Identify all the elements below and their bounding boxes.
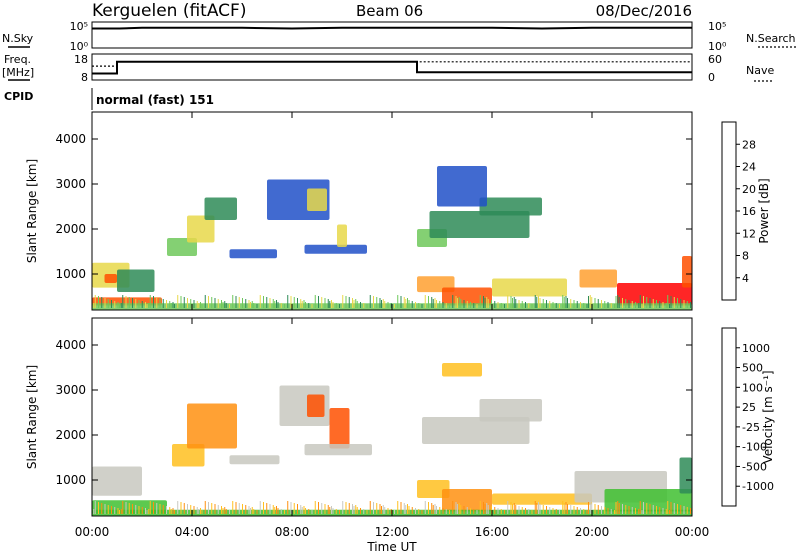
power-colorbar-tick-label: 12 — [742, 227, 756, 240]
nave-tick-bottom: 0 — [708, 71, 715, 84]
nsky-tick-bottom: 10⁰ — [70, 40, 89, 53]
echo-region — [492, 278, 567, 297]
echo-region — [172, 444, 205, 467]
echo-region — [304, 444, 372, 456]
velocity-colorbar-tick-label: -1000 — [742, 480, 774, 493]
power-colorbar-tick-label: 16 — [742, 205, 756, 218]
station-title: Kerguelen (fitACF) — [92, 1, 246, 21]
echo-region — [417, 480, 450, 498]
echo-region — [617, 283, 692, 306]
y-tick-label: 4000 — [55, 132, 86, 146]
colorbar-frame — [721, 121, 737, 301]
echo-region — [329, 408, 350, 449]
freq-line — [92, 60, 692, 75]
echo-region — [337, 224, 347, 247]
echo-region — [604, 489, 692, 512]
x-tick-label: 00:00 — [675, 525, 710, 539]
freq-tick-top: 18 — [74, 53, 88, 66]
y-tick-label: 3000 — [55, 177, 86, 191]
y-tick-label: 2000 — [55, 222, 86, 236]
power-colorbar-tick-label: 4 — [742, 272, 749, 285]
y-tick-label: 4000 — [55, 338, 86, 352]
power-colorbar-tick-label: 28 — [742, 138, 756, 151]
echo-region — [479, 197, 542, 216]
cpid-label: CPID — [4, 90, 33, 103]
beam-title: Beam 06 — [356, 2, 423, 20]
y-tick-label: 3000 — [55, 383, 86, 397]
echo-region — [442, 287, 492, 306]
echo-region — [442, 363, 482, 377]
velocity-panel: Slant Range [km] 1000 2000 3000 4000 00:00 0… — [25, 112, 775, 554]
echo-region — [579, 269, 617, 288]
velocity-colorbar-label: Velocity [m s⁻¹] — [761, 370, 775, 463]
echo-region — [229, 455, 280, 465]
echo-region — [492, 493, 592, 505]
velocity-colorbar-tick-label: -25 — [742, 421, 760, 434]
velocity-colorbar-tick-label: -500 — [742, 460, 767, 473]
velocity-colorbar-tick-label: 100 — [742, 381, 763, 394]
echo-region — [204, 197, 237, 220]
freq-nave-panel: Freq. [MHz] 18 8 60 0 Nave — [2, 53, 774, 84]
echo-region — [117, 269, 155, 292]
sky-search-frame — [91, 21, 693, 49]
velocity-colorbar-tick-label: 25 — [742, 401, 756, 414]
echo-region — [422, 417, 530, 444]
cpid-panel: CPID normal (fast) 151 — [4, 88, 214, 110]
echo-region — [187, 403, 237, 449]
nsearch-label: N.Search — [746, 32, 796, 45]
power-colorbar-tick-label: 8 — [742, 250, 749, 263]
nave-label: Nave — [746, 64, 774, 77]
echo-region — [682, 256, 692, 288]
nave-line — [92, 61, 692, 67]
nave-tick-top: 60 — [708, 53, 722, 66]
x-tick-label: 16:00 — [475, 525, 510, 539]
velocity-ylabel: Slant Range [km] — [25, 365, 39, 469]
cpid-value: normal (fast) 151 — [96, 93, 214, 107]
echo-region — [304, 244, 367, 254]
time-xlabel: Time UT — [366, 540, 417, 554]
nsearch-tick-top: 10⁵ — [708, 20, 726, 33]
power-colorbar-tick-label: 20 — [742, 183, 756, 196]
echo-region — [229, 249, 277, 259]
echo-region — [104, 274, 117, 283]
power-ylabel: Slant Range [km] — [25, 159, 39, 263]
echo-region — [307, 394, 325, 417]
velocity-colorbar-tick-label: 1000 — [742, 342, 770, 355]
freq-tick-bottom: 8 — [81, 71, 88, 84]
y-tick-label: 1000 — [55, 267, 86, 281]
echo-region — [437, 166, 487, 207]
echo-region — [307, 188, 327, 211]
power-colorbar-label: Power [dB] — [757, 178, 771, 243]
y-tick-label: 2000 — [55, 428, 86, 442]
nsearch-tick-bottom: 10⁰ — [708, 40, 727, 53]
velocity-colorbar-tick-label: 500 — [742, 362, 763, 375]
x-tick-label: 04:00 — [175, 525, 210, 539]
velocity-colorbar-tick-label: -100 — [742, 441, 767, 454]
y-tick-label: 1000 — [55, 473, 86, 487]
freq-label-line2: [MHz] — [2, 66, 34, 79]
echo-region — [442, 489, 492, 512]
freq-label-line1: Freq. — [4, 53, 31, 66]
power-colorbar-tick-label: 24 — [742, 161, 756, 174]
x-tick-label: 12:00 — [375, 525, 410, 539]
nsky-tick-top: 10⁵ — [70, 20, 88, 33]
x-tick-label: 08:00 — [275, 525, 310, 539]
nsky-line — [92, 26, 692, 30]
echo-region — [187, 215, 215, 243]
echo-region — [429, 211, 530, 238]
echo-region — [479, 399, 542, 422]
power-panel: Slant Range [km] 1000 2000 3000 4000 28 24 20… — [25, 111, 771, 311]
x-tick-label: 00:00 — [75, 525, 110, 539]
nsky-label: N.Sky — [2, 32, 34, 45]
x-tick-label: 20:00 — [575, 525, 610, 539]
sky-search-panel: N.Sky 10⁵ 10⁰ 10⁵ 10⁰ N.Search — [2, 20, 796, 53]
colorbar-frame — [721, 327, 737, 507]
echo-region — [679, 457, 692, 494]
echo-region — [92, 466, 142, 496]
freq-nave-frame — [91, 53, 693, 81]
date-title: 08/Dec/2016 — [596, 2, 692, 20]
